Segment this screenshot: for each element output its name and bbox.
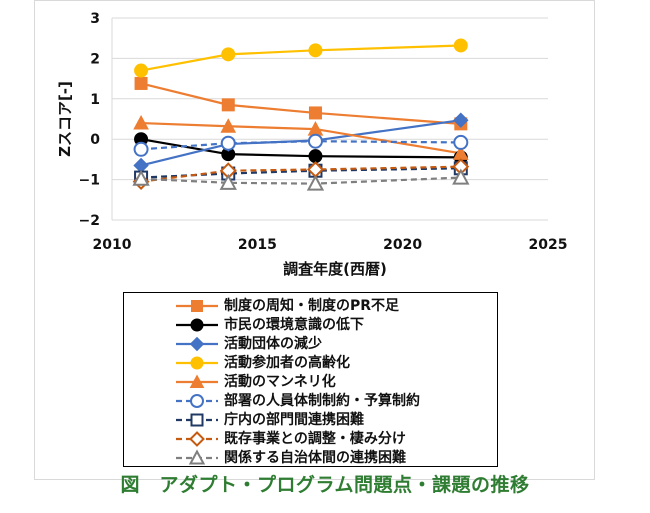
legend-label: 活動団体の減少	[224, 336, 322, 352]
legend-item: 既存事業との調整・棲み分け	[124, 429, 497, 449]
data-point-series-6	[453, 134, 469, 150]
x-tick-label: 2025	[529, 237, 568, 253]
data-point-series-2	[308, 149, 323, 164]
legend-item: 関係する自治体間の連携困難	[124, 448, 497, 468]
y-tick-label: 0	[90, 132, 100, 148]
x-axis-label: 調査年度(西暦)	[283, 260, 387, 278]
data-point-series-1	[308, 106, 322, 120]
data-point-series-4	[134, 63, 149, 78]
x-tick-label: 2020	[383, 237, 422, 253]
data-point-series-4	[221, 47, 236, 62]
data-point-series-9	[452, 168, 470, 185]
legend-label: 制度の周知・制度のPR不足	[224, 298, 400, 314]
legend-label: 活動参加者の高齢化	[224, 355, 350, 371]
legend-swatch	[176, 374, 218, 388]
series-line-4	[140, 44, 461, 72]
data-point-series-4	[308, 43, 323, 58]
x-tick-label: 2015	[238, 237, 277, 253]
legend-marker	[189, 374, 205, 388]
legend-marker	[190, 356, 204, 370]
data-point-series-5	[133, 114, 149, 130]
legend-swatch	[176, 300, 218, 312]
y-axis-label: Zスコア[-]	[56, 81, 74, 157]
data-point-series-4	[453, 38, 468, 53]
legend-marker	[188, 449, 206, 465]
legend-swatch	[176, 431, 218, 447]
legend-item: 市民の環境意識の低下	[124, 315, 497, 335]
legend-swatch	[176, 394, 218, 408]
series-line-1	[140, 82, 461, 125]
data-point-series-9	[132, 169, 150, 186]
y-tick-label: 2	[90, 51, 100, 67]
legend-label: 活動のマンネリ化	[224, 374, 336, 390]
series-line-9	[141, 176, 461, 185]
legend-label: 既存事業との調整・棲み分け	[224, 431, 406, 447]
legend-swatch	[176, 413, 218, 427]
chart-plot-area: −2 −1 0 1 2 3 2010 2015 2020 2025 調査年度(西暦) Zスコア[…	[56, 11, 568, 278]
data-point-series-6	[307, 133, 323, 149]
data-point-series-6	[133, 141, 149, 157]
legend-label: 市民の環境意識の低下	[224, 317, 364, 333]
series-line-6	[140, 140, 461, 151]
y-tick-label: −1	[79, 173, 100, 189]
data-point-series-9	[306, 174, 325, 191]
figure-caption: 図 アダプト・プログラム問題点・課題の推移	[120, 474, 530, 496]
legend-marker	[189, 336, 205, 352]
legend-item: 制度の周知・制度のPR不足	[124, 296, 497, 316]
data-point-series-3	[453, 112, 469, 128]
y-tick-label: 1	[90, 92, 100, 108]
data-point-series-5	[220, 118, 237, 133]
series-line-8	[140, 165, 461, 183]
y-tick-label: 3	[90, 11, 100, 27]
legend-swatch	[176, 318, 218, 332]
data-point-series-6	[220, 135, 236, 151]
data-point-series-1	[134, 76, 148, 90]
legend-swatch	[176, 356, 218, 370]
legend-item: 活動のマンネリ化	[124, 372, 497, 392]
legend-swatch	[176, 336, 218, 352]
legend-item: 活動参加者の高齢化	[124, 353, 497, 373]
legend-marker	[190, 394, 204, 408]
legend-item: 活動団体の減少	[124, 334, 497, 354]
x-tick-label: 2010	[93, 237, 132, 253]
legend-item: 部署の人員体制制約・予算制約	[124, 391, 497, 411]
legend-label: 部署の人員体制制約・予算制約	[224, 393, 420, 409]
legend-marker	[190, 318, 204, 332]
legend-marker	[189, 431, 205, 447]
legend-marker	[190, 413, 204, 427]
legend-item: 庁内の部門間連携困難	[124, 410, 497, 430]
legend: 制度の周知・制度のPR不足 市民の環境意識の低下 活動団体の減少活動参加者の高齢化活…	[123, 292, 498, 467]
legend-label: 庁内の部門間連携困難	[224, 412, 364, 428]
y-tick-label: −2	[79, 213, 100, 229]
legend-label: 関係する自治体間の連携困難	[224, 450, 406, 466]
data-point-series-9	[219, 173, 237, 190]
legend-swatch	[176, 449, 218, 465]
data-point-series-1	[221, 98, 235, 112]
series-line-5	[141, 121, 461, 155]
legend-marker	[191, 300, 203, 312]
